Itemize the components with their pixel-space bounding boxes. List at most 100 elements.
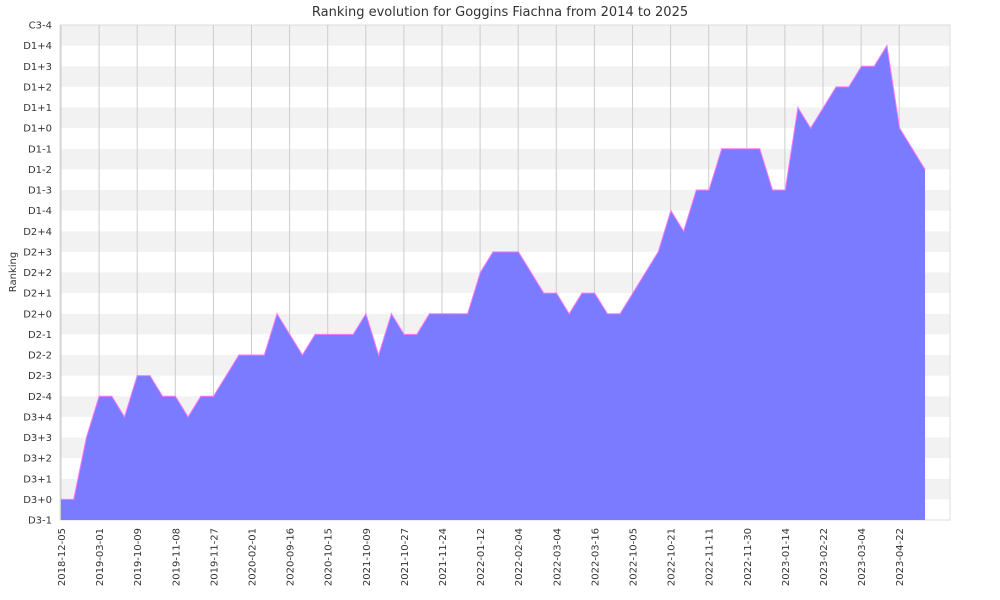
y-tick-label: D2-2	[28, 351, 52, 362]
data-point-46	[644, 271, 647, 274]
y-tick-label: D2-3	[28, 371, 52, 382]
data-point-13	[225, 375, 227, 377]
data-point-42	[594, 292, 596, 294]
y-tick-label: D1-1	[28, 144, 52, 155]
data-point-53	[733, 148, 736, 150]
data-point-10	[187, 416, 189, 418]
data-point-25	[378, 354, 380, 356]
x-tick-label: 2022-03-16	[590, 528, 601, 586]
x-tick-label: 2019-11-27	[209, 528, 220, 586]
y-tick-label: D1+3	[23, 62, 52, 73]
data-point-23	[352, 333, 354, 335]
y-tick-label: D2+3	[23, 247, 52, 258]
y-tick-label: D3+2	[23, 454, 52, 465]
band-D1+0	[60, 107, 950, 129]
y-tick-label: D2+1	[23, 289, 52, 300]
data-point-3	[98, 395, 100, 397]
area-fill	[61, 45, 925, 520]
data-point-57	[784, 189, 786, 191]
data-point-32	[467, 313, 469, 315]
band-D1+1	[60, 86, 950, 108]
data-point-37	[530, 271, 532, 274]
data-point-31	[454, 313, 456, 315]
data-point-65	[886, 45, 888, 47]
data-point-0	[60, 498, 62, 500]
y-tick-label: D1+4	[23, 41, 52, 52]
y-tick-label: D3+0	[23, 495, 52, 506]
x-tick-label: 2022-03-04	[552, 528, 563, 586]
data-point-55	[759, 148, 761, 150]
y-tick-label: D2-4	[28, 392, 52, 403]
x-tick-label: 2020-10-15	[324, 528, 335, 586]
y-tick-label: D2+2	[23, 268, 52, 279]
data-point-43	[606, 313, 609, 315]
y-tick-label: D3-1	[28, 516, 52, 527]
data-point-35	[505, 251, 507, 253]
data-point-59	[810, 127, 812, 129]
data-point-68	[924, 168, 926, 170]
x-tick-label: 2020-02-01	[248, 528, 259, 586]
data-point-63	[860, 65, 863, 67]
data-point-1	[73, 498, 75, 500]
y-tick-label: D3+1	[23, 474, 52, 485]
x-axis-ticks: 2018-12-05 2019-03-01 2019-10-09 2019-11-08…	[57, 528, 906, 586]
x-tick-label: 2022-11-30	[743, 528, 754, 586]
band-D1-1	[60, 128, 950, 149]
x-tick-label: 2022-01-12	[476, 528, 487, 586]
data-point-28	[416, 333, 418, 335]
data-point-49	[683, 230, 685, 232]
data-point-39	[555, 292, 558, 294]
data-point-64	[873, 65, 875, 67]
data-point-7	[149, 375, 151, 377]
y-tick-label: D2+4	[23, 227, 52, 238]
x-tick-label: 2023-01-14	[781, 528, 792, 586]
x-tick-label: 2021-10-27	[400, 528, 411, 586]
band-D1+2	[60, 66, 950, 87]
data-point-41	[581, 292, 583, 294]
x-tick-label: 2023-03-04	[857, 528, 868, 586]
y-tick-label: C3-4	[29, 21, 52, 32]
data-point-14	[238, 354, 240, 356]
y-tick-label: D1+1	[23, 103, 52, 114]
x-tick-label: 2023-02-22	[819, 528, 830, 586]
data-point-21	[327, 333, 329, 335]
x-tick-label: 2021-11-24	[438, 528, 449, 586]
band-D1+3	[60, 45, 950, 67]
x-tick-label: 2022-02-04	[514, 528, 525, 586]
x-tick-label: 2022-10-05	[629, 528, 640, 586]
x-tick-label: 2023-04-22	[895, 528, 906, 586]
x-tick-label: 2021-10-09	[362, 528, 373, 586]
data-point-36	[517, 251, 520, 253]
band-D1+4	[60, 25, 950, 46]
y-tick-label: D1+0	[23, 124, 52, 135]
data-point-27	[403, 333, 405, 335]
y-tick-label: D3+3	[23, 433, 52, 444]
data-point-6	[136, 375, 138, 377]
x-tick-label: 2019-03-01	[95, 528, 106, 586]
y-tick-label: D1-3	[28, 186, 52, 197]
y-axis-ticks: D3-1 D3+0 D3+1 D3+2 D3+3 D3+4 D2-4 D2-3 D2-2 D2-1…	[23, 21, 52, 527]
data-point-60	[822, 106, 825, 109]
data-point-5	[123, 416, 126, 418]
data-point-38	[543, 292, 545, 294]
data-point-12	[212, 395, 215, 397]
data-point-40	[568, 313, 570, 315]
data-point-11	[200, 395, 202, 397]
data-point-44	[619, 313, 621, 315]
data-point-22	[339, 333, 342, 335]
data-point-4	[111, 395, 113, 397]
x-tick-label: 2019-10-09	[133, 528, 144, 586]
x-tick-label: 2022-11-11	[705, 528, 716, 586]
y-tick-label: D1-2	[28, 165, 52, 176]
data-point-50	[695, 189, 697, 191]
data-point-8	[162, 395, 164, 397]
data-point-15	[251, 354, 253, 356]
data-point-52	[721, 148, 723, 150]
ranking-area	[60, 44, 926, 520]
data-point-2	[85, 436, 87, 439]
data-point-20	[314, 333, 316, 335]
data-point-47	[657, 251, 659, 253]
data-point-45	[632, 292, 634, 294]
data-point-18	[289, 333, 291, 335]
